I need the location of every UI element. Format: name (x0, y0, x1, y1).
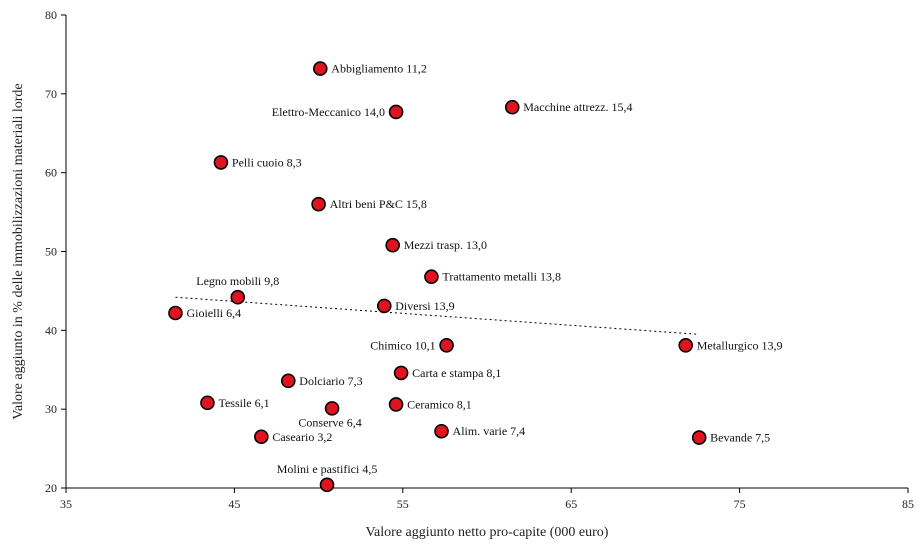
data-point (393, 365, 409, 381)
data-point (388, 104, 404, 120)
y-tick-label: 30 (45, 402, 57, 416)
y-tick-label: 20 (45, 481, 57, 495)
trendline-layer (175, 296, 698, 335)
point-label: Conserve 6,4 (298, 415, 361, 429)
point-label: Macchine attrezz. 15,4 (523, 100, 632, 114)
axes: 35 45 55 65 75 85 20 30 40 50 60 70 80 (45, 8, 914, 511)
data-point (254, 429, 269, 445)
point-label: Metallurgico 13,9 (697, 338, 783, 352)
point-label: Gioielli 6,4 (186, 306, 241, 320)
y-tick-label: 60 (45, 166, 57, 180)
x-tick-label: 45 (228, 497, 240, 511)
data-point (280, 373, 296, 389)
point-label: Diversi 13,9 (395, 299, 454, 313)
point-label: Abbigliamento 11,2 (331, 62, 427, 76)
point-label: Mezzi trasp. 13,0 (404, 238, 487, 252)
y-axis-title: Valore aggiunto in % delle immobilizzazi… (11, 83, 26, 419)
data-point (439, 338, 454, 353)
x-axis-title: Valore aggiunto netto pro-capite (000 eu… (366, 525, 609, 540)
data-point (311, 196, 326, 212)
points-layer: Abbigliamento 11,2 Elettro-Meccanico 14,0… (168, 61, 783, 493)
data-point (678, 338, 694, 353)
point-label: Alim. varie 7,4 (453, 424, 526, 438)
data-point (168, 305, 183, 321)
point-label: Chimico 10,1 (370, 338, 435, 352)
point-label: Elettro-Meccanico 14,0 (272, 105, 385, 119)
data-point (200, 395, 215, 411)
data-point (385, 237, 400, 253)
point-label: Caseario 3,2 (272, 430, 332, 444)
y-tick-label: 40 (45, 323, 57, 337)
data-point (213, 155, 229, 170)
point-label: Pelli cuoio 8,3 (232, 155, 302, 169)
x-tick-label: 85 (902, 497, 914, 511)
y-tick-label: 50 (45, 245, 57, 259)
data-point (312, 61, 328, 76)
x-tick-label: 65 (565, 497, 577, 511)
data-point (319, 477, 335, 493)
data-point (434, 423, 449, 439)
x-tick-label: 35 (60, 497, 72, 511)
data-point (230, 289, 246, 305)
data-point (324, 401, 340, 416)
data-point (691, 430, 707, 445)
trendline (175, 296, 698, 335)
point-label: Legno mobili 9,8 (196, 274, 279, 288)
point-label: Tessile 6,1 (218, 396, 269, 410)
y-tick-label: 70 (45, 87, 57, 101)
point-label: Ceramico 8,1 (407, 397, 472, 411)
x-tick-label: 55 (397, 497, 409, 511)
x-tick-label: 75 (734, 497, 746, 511)
point-label: Bevande 7,5 (710, 431, 770, 445)
data-point (504, 99, 520, 115)
data-point (388, 397, 404, 412)
data-point (424, 269, 439, 285)
data-point (376, 298, 392, 314)
y-tick-label: 80 (45, 8, 57, 22)
point-label: Carta e stampa 8,1 (412, 366, 501, 380)
point-label: Dolciario 7,3 (299, 374, 362, 388)
point-label: Trattamento metalli 13,8 (442, 270, 561, 284)
point-label: Molini e pastifici 4,5 (277, 462, 378, 476)
point-label: Altri beni P&C 15,8 (330, 197, 427, 211)
